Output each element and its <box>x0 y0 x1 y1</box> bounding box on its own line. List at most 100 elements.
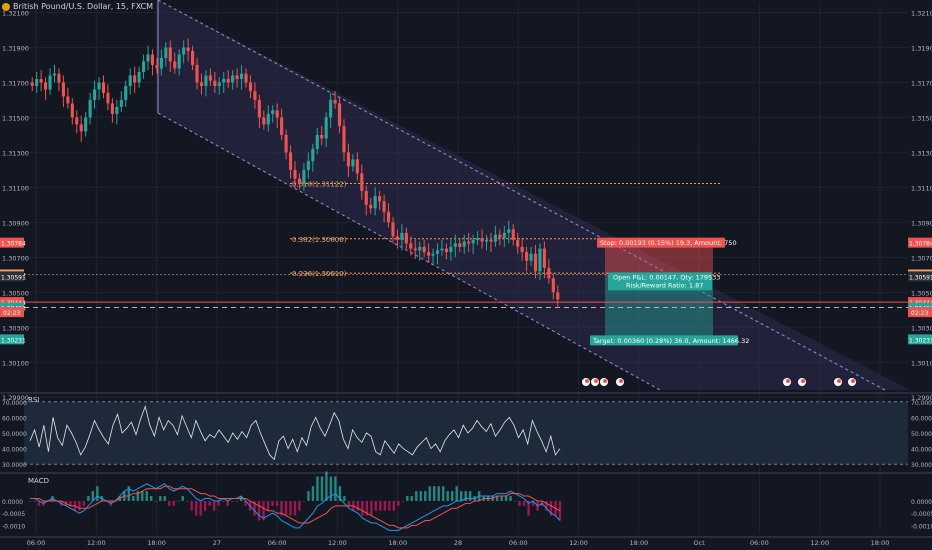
macd-hist-bar <box>329 476 333 501</box>
candle-body <box>75 117 79 125</box>
macd-hist-bar <box>392 500 396 511</box>
macd-hist-bar <box>235 500 238 502</box>
candle-body <box>97 82 101 90</box>
macd-hist-bar <box>91 491 95 501</box>
candle-body <box>30 82 34 86</box>
price-badge-right: 1.30591 <box>909 274 932 281</box>
candle-body <box>93 89 97 100</box>
y-tick-right: 1.30300 <box>911 324 932 332</box>
candle-body <box>248 82 253 92</box>
y-tick-right: 1.29900 <box>911 394 932 402</box>
y-tick-left: 1.31700 <box>2 79 29 87</box>
rsi-tick-right: 60.0000 <box>911 415 932 422</box>
rsi-band <box>24 401 908 465</box>
candle-body <box>159 57 163 69</box>
y-tick-right: 1.30100 <box>911 359 932 367</box>
candle-body <box>213 80 217 86</box>
candle-body <box>538 248 542 272</box>
candle-body <box>382 201 386 212</box>
candle-body <box>106 92 110 104</box>
rr-label: Risk/Reward Ratio: 1.87 <box>626 281 703 289</box>
macd-hist-bar <box>208 500 211 506</box>
x-tick: 28 <box>454 539 462 547</box>
x-tick: 06:00 <box>27 539 46 547</box>
macd-hist-bar <box>136 491 139 501</box>
candle-body <box>302 169 306 184</box>
price-badge-left-bg <box>0 237 24 248</box>
candle-body <box>440 248 444 251</box>
macd-hist-bar <box>78 500 81 511</box>
candle-body <box>369 204 373 209</box>
macd-hist-bar <box>154 500 157 502</box>
candle-body <box>413 248 417 251</box>
macd-tick-right: -0.0005 <box>911 511 932 518</box>
stop-label: Stop: 0.00193 (0.15%) 19.3, Amount: 750 <box>600 239 737 247</box>
macd-hist-bar <box>172 500 175 506</box>
macd-hist-bar <box>518 500 521 506</box>
candle-body <box>110 103 114 114</box>
candle-body <box>418 246 422 251</box>
candle-body <box>409 243 413 249</box>
candle-body <box>551 278 555 293</box>
macd-tick-right: 0.0000 <box>911 499 932 506</box>
price-badge-left: 1.30231 <box>1 337 26 344</box>
rsi-label: RSI <box>28 396 39 404</box>
open-pnl-label: Open P&L: 0.00147, Qty: 179533 <box>613 273 720 281</box>
y-tick-left: 1.30100 <box>2 359 29 367</box>
candle-body <box>142 61 146 72</box>
macd-hist-bar <box>298 500 301 511</box>
rsi-tick-left: 60.0000 <box>2 415 27 422</box>
y-tick-right: 1.30700 <box>911 254 932 262</box>
y-tick-left: 1.31300 <box>2 149 29 157</box>
candle-body <box>431 253 435 256</box>
candle-body <box>404 232 408 244</box>
macd-hist-bar <box>69 500 72 506</box>
x-tick: 18:00 <box>629 539 648 547</box>
y-tick-left: 1.31900 <box>2 44 29 52</box>
price-badge-left-bg <box>0 271 24 282</box>
macd-hist-bar <box>325 471 328 501</box>
candle-body <box>239 73 244 79</box>
candle-body <box>150 54 155 65</box>
candle-body <box>471 239 475 244</box>
candle-body <box>44 82 48 90</box>
macd-hist-bar <box>159 496 162 501</box>
macd-hist-bar <box>82 500 86 506</box>
macd-hist-bar <box>221 500 225 502</box>
y-tick-left: 1.30500 <box>2 289 29 297</box>
candle-body <box>297 178 302 184</box>
countdown-left-bg <box>0 307 24 318</box>
candle-body <box>293 169 297 179</box>
signal-line <box>30 485 561 529</box>
macd-hist-bar <box>361 500 364 516</box>
risk-zone <box>605 242 713 277</box>
price-badge-right-bg <box>908 297 932 308</box>
channel-fill <box>158 0 910 390</box>
y-tick-left: 1.31100 <box>2 184 29 192</box>
target-label-bg <box>590 335 738 346</box>
candle-body <box>333 99 337 104</box>
candle-body <box>191 50 195 65</box>
x-tick: 06:00 <box>509 539 528 547</box>
candle-body <box>507 229 511 233</box>
candle-body <box>155 64 159 69</box>
candle-body <box>164 47 168 58</box>
macd-hist-bar <box>468 491 472 501</box>
candle-body <box>520 246 524 253</box>
macd-hist-bar <box>168 500 171 506</box>
y-tick-left: 1.29900 <box>2 394 29 402</box>
candle-body <box>476 238 480 240</box>
rsi-line <box>29 405 561 461</box>
candle-body <box>346 152 351 167</box>
macd-hist-bar <box>401 500 404 502</box>
macd-hist-bar <box>280 500 283 516</box>
macd-hist-bar <box>549 500 553 516</box>
y-tick-left: 1.30300 <box>2 324 29 332</box>
macd-hist-bar <box>275 500 279 506</box>
candle-body <box>244 73 248 83</box>
x-tick: 12:00 <box>810 539 829 547</box>
macd-hist-bar <box>190 500 193 511</box>
x-tick: 18:00 <box>388 539 407 547</box>
candle-body <box>395 236 399 240</box>
